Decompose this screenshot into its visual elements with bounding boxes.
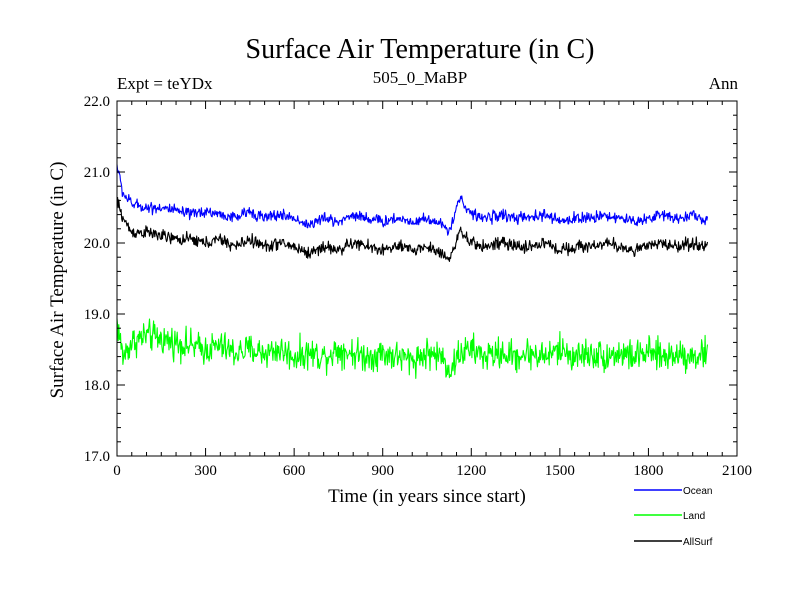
x-tick-label: 1800	[633, 463, 663, 479]
x-tick-label: 1200	[456, 463, 486, 479]
x-tick-label: 0	[113, 463, 121, 479]
y-axis-label: Surface Air Temperature (in C)	[47, 162, 68, 399]
series-line-allsurf	[116, 196, 709, 262]
y-tick-label: 22.0	[84, 94, 110, 110]
series-line-land	[116, 318, 709, 379]
y-tick-label: 21.0	[84, 165, 110, 181]
legend-label-ocean: Ocean	[683, 486, 712, 497]
y-tick-label: 18.0	[84, 378, 110, 394]
legend-label-land: Land	[683, 511, 705, 522]
plot-area: 0 300 600 900 1200 1500 1800 2100 17.0 18.0 19.0 20…	[84, 94, 752, 479]
y-tick-label: 19.0	[84, 307, 110, 323]
period-label: 505_0_MaBP	[373, 68, 467, 87]
y-tick-label: 17.0	[84, 449, 110, 465]
x-axis-label: Time (in years since start)	[328, 486, 526, 507]
series-layer	[116, 164, 709, 379]
experiment-label: Expt = teYDx	[117, 74, 213, 93]
season-label: Ann	[709, 74, 739, 93]
legend: Ocean Land AllSurf	[634, 486, 713, 548]
x-tick-label: 900	[371, 463, 394, 479]
series-line-ocean	[116, 164, 709, 236]
legend-label-allsurf: AllSurf	[683, 537, 713, 548]
x-tick-label: 1500	[545, 463, 575, 479]
y-tick-label: 20.0	[84, 236, 110, 252]
x-tick-label: 2100	[722, 463, 752, 479]
chart-title: Surface Air Temperature (in C)	[246, 34, 595, 65]
x-tick-label: 300	[194, 463, 217, 479]
x-tick-label: 600	[283, 463, 306, 479]
plot-frame	[116, 100, 738, 457]
axis-layer: 0 300 600 900 1200 1500 1800 2100 17.0 18.0 19.0 20…	[84, 94, 752, 479]
